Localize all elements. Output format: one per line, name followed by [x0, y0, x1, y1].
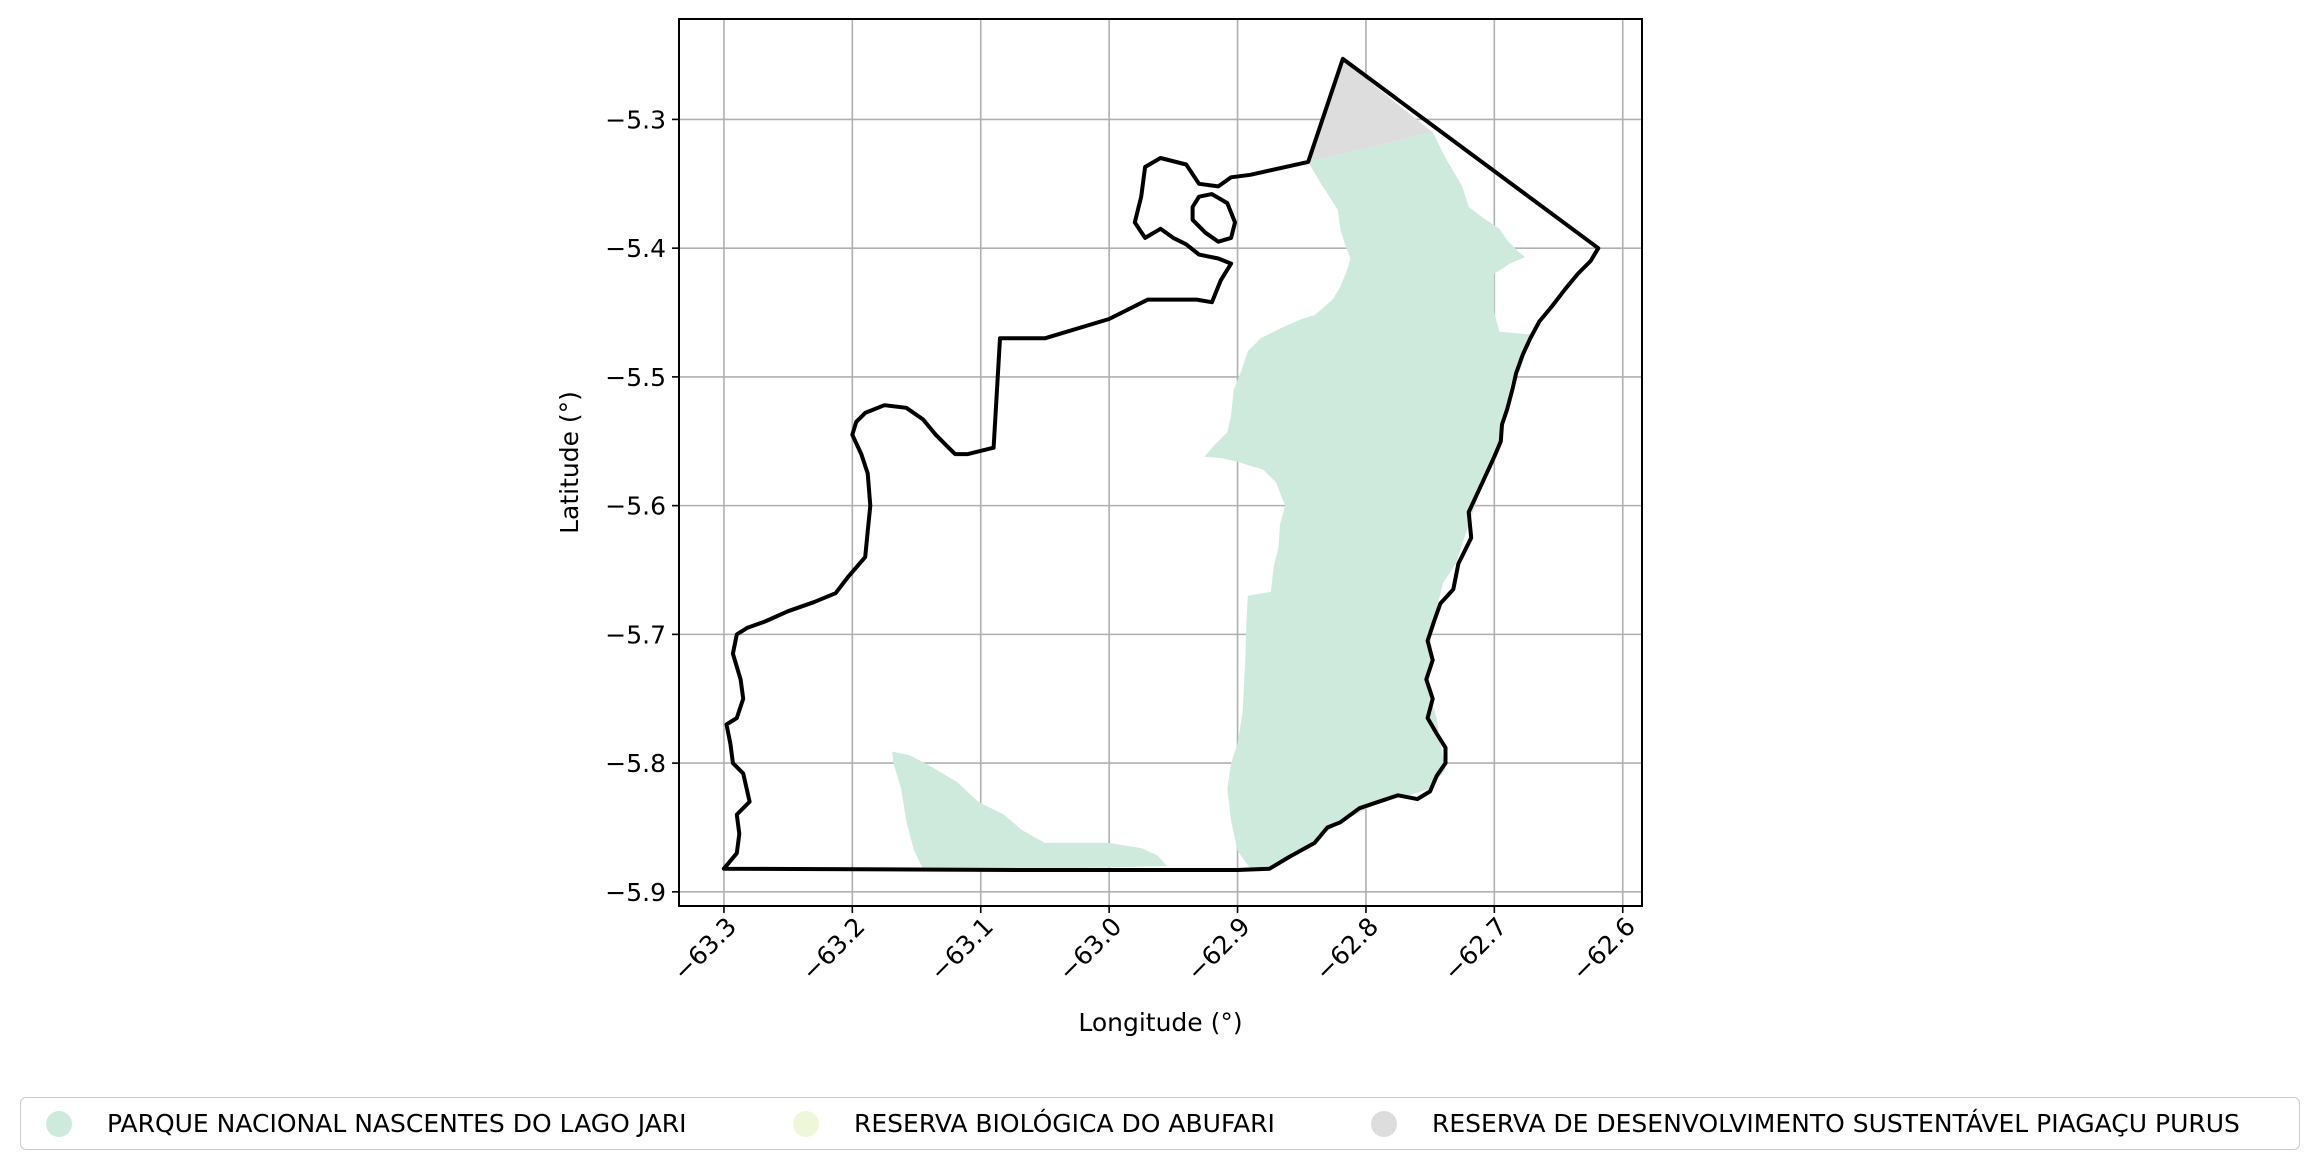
legend: PARQUE NACIONAL NASCENTES DO LAGO JARI R… [20, 1097, 2300, 1150]
y-tick-label: −5.8 [605, 749, 666, 778]
x-tick-label: −62.8 [1309, 912, 1384, 987]
x-tick-label: −63.3 [667, 912, 742, 987]
protected-areas [892, 60, 1531, 869]
x-tick-label: −63.1 [924, 912, 999, 987]
legend-swatch-reserva-biologica [793, 1110, 819, 1137]
legend-item-reserva-desenvolvimento: RESERVA DE DESENVOLVIMENTO SUSTENTÁVEL P… [1371, 1098, 2240, 1149]
municipality-outline [721, 56, 1601, 872]
legend-swatch-parque-nacional [46, 1110, 72, 1137]
legend-item-reserva-biologica: RESERVA BIOLÓGICA DO ABUFARI [793, 1098, 1275, 1149]
x-tick-label: −63.2 [796, 912, 871, 987]
x-tick-label: −63.0 [1053, 912, 1128, 987]
axes-frame [678, 18, 1643, 907]
x-tick-label: −62.9 [1181, 912, 1256, 987]
y-axis-label: Latitude (°) [555, 391, 584, 534]
x-tick-label: −62.6 [1566, 912, 1641, 987]
grid-lines [679, 19, 1642, 906]
y-tick-label: −5.9 [605, 878, 666, 907]
y-tick-label: −5.5 [605, 363, 666, 392]
y-tick-label: −5.3 [605, 105, 666, 134]
area-parna [892, 751, 1167, 869]
legend-label-reserva-biologica: RESERVA BIOLÓGICA DO ABUFARI [854, 1109, 1275, 1138]
legend-item-parque-nacional: PARQUE NACIONAL NASCENTES DO LAGO JARI [46, 1098, 687, 1149]
y-tick-label: −5.7 [605, 620, 666, 649]
outline-path [721, 56, 1601, 872]
outline-inner-loop [1190, 192, 1237, 244]
y-tick-label: −5.6 [605, 492, 666, 521]
legend-swatch-reserva-desenvolvimento [1371, 1110, 1397, 1137]
y-tick-label: −5.4 [605, 234, 666, 263]
x-axis-label: Longitude (°) [1078, 1008, 1242, 1037]
x-tick-label: −62.7 [1438, 912, 1513, 987]
legend-label-reserva-desenvolvimento: RESERVA DE DESENVOLVIMENTO SUSTENTÁVEL P… [1432, 1109, 2240, 1138]
area-parna [1204, 132, 1531, 869]
area-rds [1308, 60, 1433, 162]
legend-label-parque-nacional: PARQUE NACIONAL NASCENTES DO LAGO JARI [107, 1109, 687, 1138]
